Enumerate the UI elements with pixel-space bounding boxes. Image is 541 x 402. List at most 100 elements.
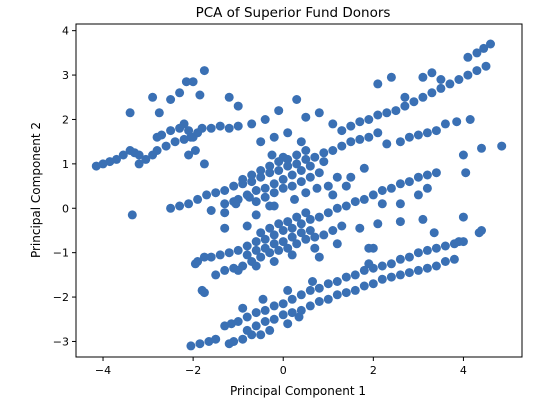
data-point <box>449 239 459 249</box>
data-point <box>251 261 261 271</box>
data-point <box>319 148 329 158</box>
data-point <box>260 305 270 315</box>
data-point <box>229 197 239 207</box>
data-point <box>224 248 234 258</box>
y-tick-label: 3 <box>62 69 69 82</box>
data-point <box>141 154 151 164</box>
data-point <box>220 223 230 233</box>
data-point <box>458 237 468 247</box>
data-point <box>458 150 468 160</box>
data-point <box>296 177 306 187</box>
data-point <box>314 168 324 178</box>
data-point <box>290 194 299 204</box>
data-point <box>323 279 333 289</box>
data-point <box>256 166 266 175</box>
data-point <box>184 150 194 160</box>
data-point <box>199 66 209 76</box>
data-point <box>134 150 144 160</box>
data-point <box>377 186 387 195</box>
data-point <box>242 312 252 322</box>
data-point <box>260 192 270 202</box>
data-point <box>242 221 252 231</box>
data-point <box>199 252 209 262</box>
data-point <box>404 268 414 278</box>
data-point <box>373 110 383 120</box>
data-point <box>301 234 311 244</box>
y-tick-label: −3 <box>53 335 69 348</box>
data-point <box>310 152 320 162</box>
data-point <box>175 88 185 98</box>
data-point <box>287 170 297 180</box>
data-point <box>350 285 360 295</box>
data-point <box>332 239 342 249</box>
data-point <box>386 183 396 193</box>
data-point <box>256 228 266 238</box>
data-point <box>296 166 306 175</box>
data-point <box>269 230 279 240</box>
data-point <box>204 337 214 346</box>
data-point <box>312 183 322 193</box>
data-point <box>431 243 441 253</box>
data-point <box>440 257 450 266</box>
data-point <box>148 92 158 102</box>
data-point <box>265 168 275 178</box>
data-point <box>287 294 297 304</box>
data-points <box>91 39 507 351</box>
data-point <box>283 285 293 295</box>
data-point <box>337 221 347 231</box>
data-point <box>98 159 108 169</box>
data-point <box>170 137 180 147</box>
x-axis-label: Principal Component 1 <box>230 384 366 398</box>
data-point <box>409 97 419 107</box>
data-point <box>274 219 284 229</box>
data-point <box>220 199 230 209</box>
data-point <box>152 146 162 155</box>
data-point <box>247 170 257 180</box>
data-point <box>413 248 423 258</box>
data-point <box>269 179 279 189</box>
data-point <box>314 108 324 118</box>
data-point <box>188 132 198 142</box>
data-point <box>323 181 333 191</box>
data-point <box>463 70 473 80</box>
data-point <box>197 123 207 133</box>
data-point <box>404 252 414 262</box>
data-point <box>287 181 297 191</box>
data-point <box>118 150 128 160</box>
data-point <box>377 199 387 209</box>
data-point <box>377 261 387 271</box>
data-point <box>287 232 297 242</box>
data-point <box>301 208 311 218</box>
data-point <box>395 137 405 147</box>
data-point <box>431 261 441 271</box>
data-point <box>179 119 189 129</box>
data-point <box>429 228 439 238</box>
data-point <box>350 197 360 207</box>
data-point <box>337 126 347 136</box>
data-point <box>193 194 203 204</box>
data-point <box>224 92 234 102</box>
data-point <box>328 190 338 200</box>
data-point <box>229 337 239 346</box>
x-tick-label: 4 <box>460 364 467 377</box>
data-point <box>486 39 495 49</box>
data-point <box>364 259 374 269</box>
data-point <box>368 243 378 253</box>
data-point <box>404 132 414 142</box>
data-point <box>283 319 293 329</box>
data-point <box>386 272 396 282</box>
data-point <box>431 126 441 136</box>
data-point <box>206 123 216 133</box>
x-tick-label: −2 <box>185 364 201 377</box>
data-point <box>283 217 293 227</box>
data-point <box>260 115 270 124</box>
data-point <box>458 212 468 222</box>
data-point <box>400 92 410 102</box>
data-point <box>305 226 315 235</box>
data-point <box>422 263 432 273</box>
data-point <box>161 141 171 151</box>
data-point <box>422 128 432 138</box>
data-point <box>247 177 257 187</box>
data-point <box>445 79 455 89</box>
data-point <box>404 177 414 187</box>
